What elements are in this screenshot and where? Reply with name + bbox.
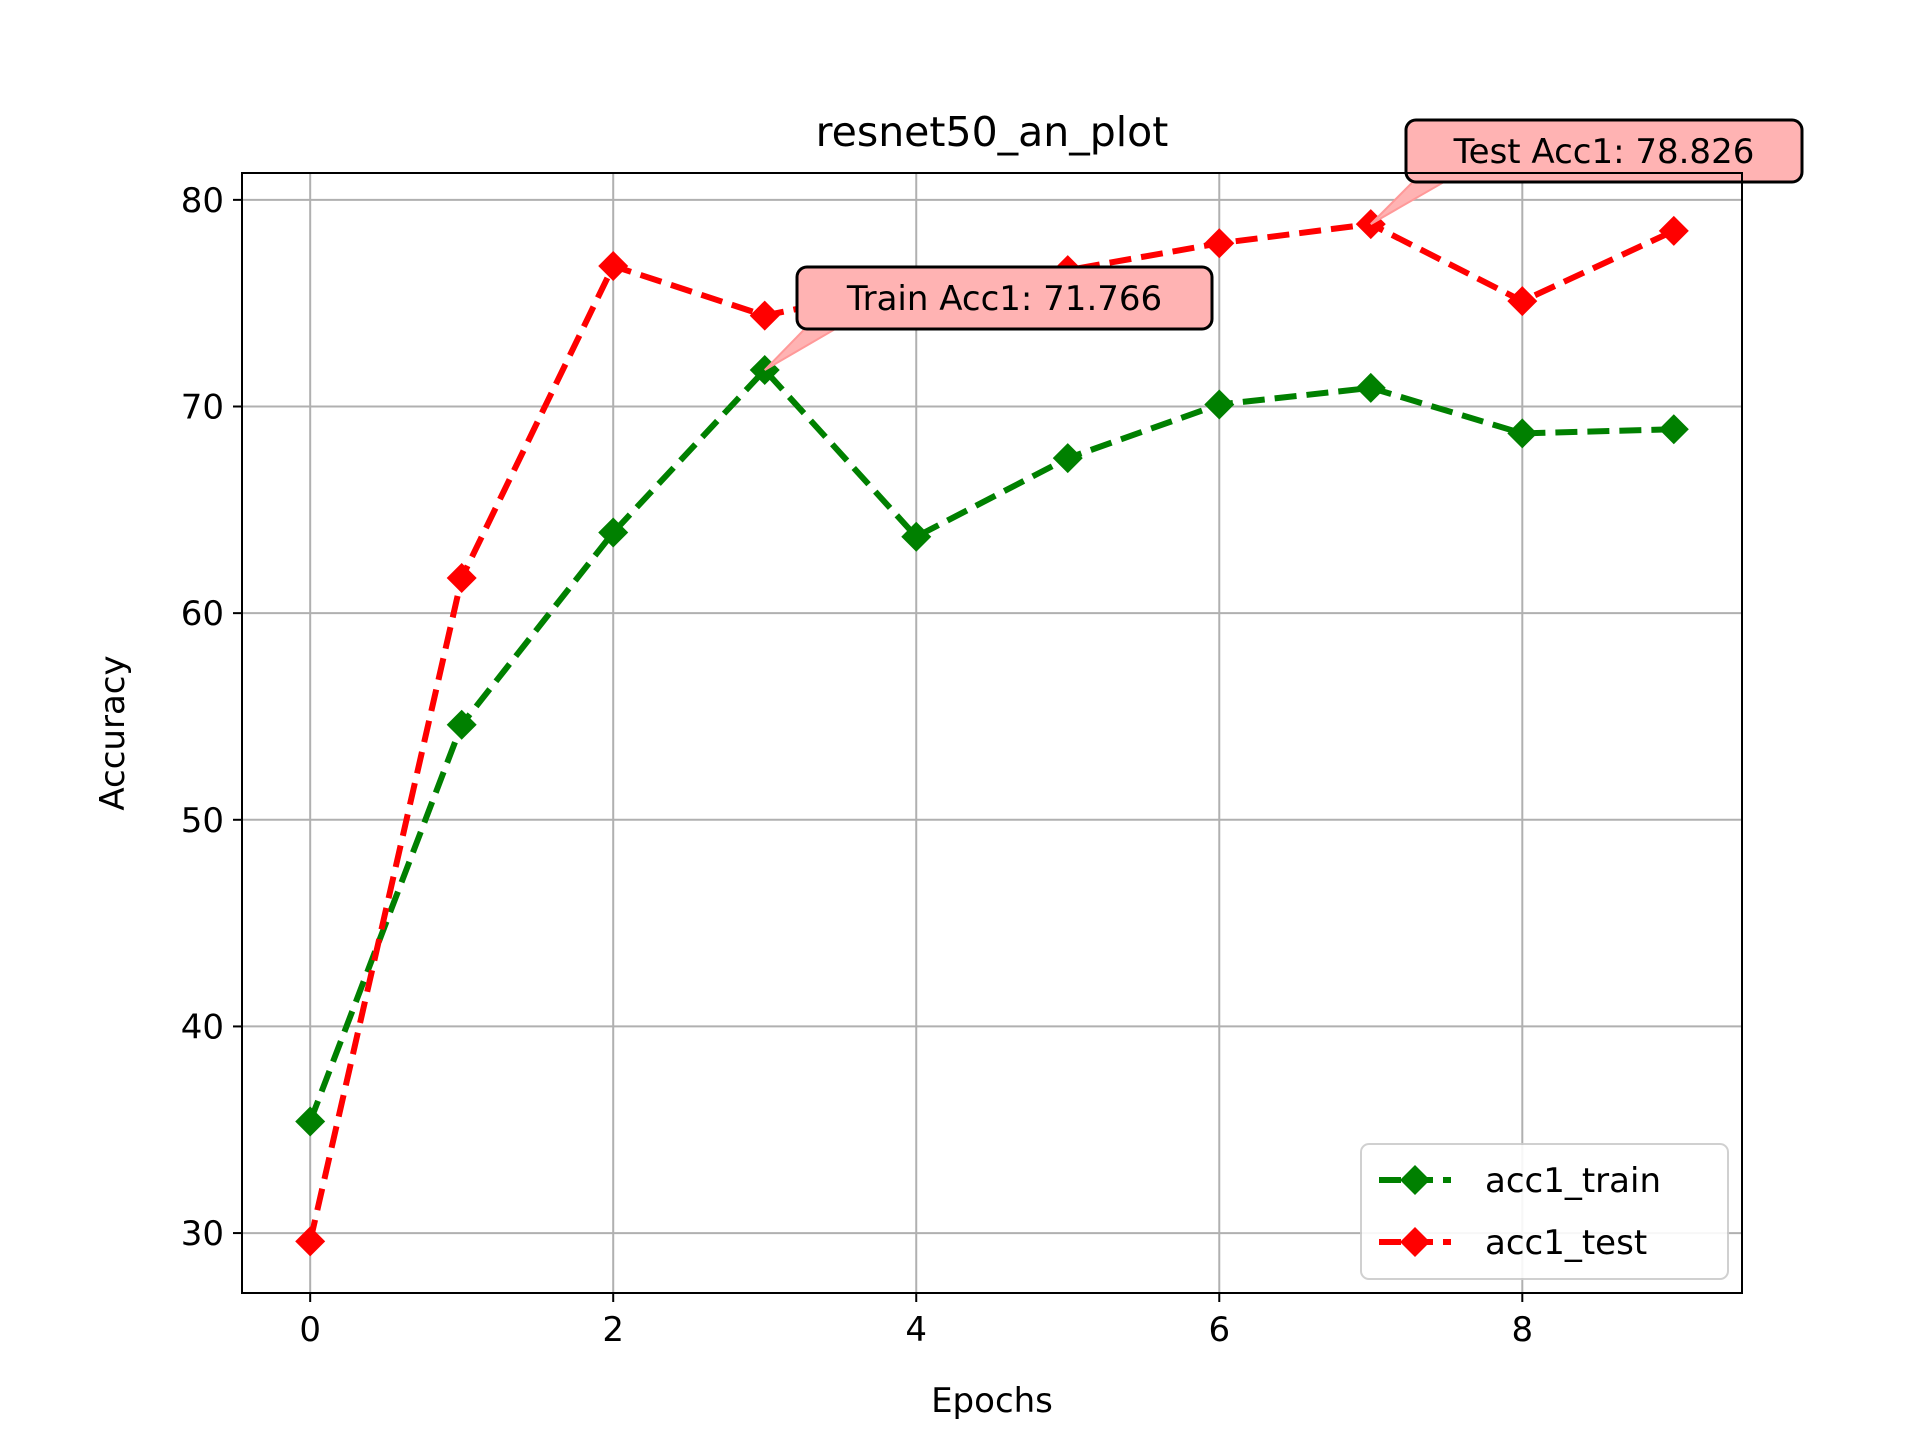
data-point-acc1_train xyxy=(1204,389,1235,420)
x-axis-title: Epochs xyxy=(931,1381,1053,1421)
data-point-acc1_train xyxy=(1658,414,1689,445)
x-tick-label: 0 xyxy=(299,1310,321,1350)
plot-area-frame xyxy=(241,172,1743,1294)
legend-label: acc1_test xyxy=(1485,1223,1647,1263)
legend-item-acc1_train: acc1_train xyxy=(1379,1161,1661,1201)
legend-marker xyxy=(1400,1165,1430,1195)
data-point-acc1_train xyxy=(295,1106,326,1137)
y-axis-title: Accuracy xyxy=(93,655,133,810)
x-tick-label: 2 xyxy=(602,1310,624,1350)
legend-marker xyxy=(1400,1227,1430,1257)
chart-title: resnet50_an_plot xyxy=(816,108,1169,156)
data-point-acc1_test xyxy=(1507,286,1538,317)
data-point-acc1_train xyxy=(901,521,932,552)
x-tick-label: 4 xyxy=(905,1310,927,1350)
axis-ticks: 0 2 4 6 8 30 40 50 60 70 80 xyxy=(181,181,1533,1350)
annotation-label: Train Acc1: 71.766 xyxy=(846,279,1162,319)
data-point-acc1_test xyxy=(446,563,477,594)
series-line-acc1_train xyxy=(307,367,1674,1123)
data-point-acc1_train xyxy=(1355,372,1386,403)
grid-lines xyxy=(242,173,1742,1293)
legend-item-acc1_test: acc1_test xyxy=(1379,1223,1647,1263)
annotation-acc1_test: Test Acc1: 78.826 xyxy=(1370,118,1804,225)
legend: acc1_train acc1_test xyxy=(1360,1143,1729,1280)
data-point-acc1_test xyxy=(598,250,629,281)
legend-label: acc1_train xyxy=(1485,1161,1661,1201)
annotation-label: Test Acc1: 78.826 xyxy=(1453,132,1755,172)
data-point-acc1_train xyxy=(1052,443,1083,474)
annotation-box xyxy=(795,265,1214,331)
annotation-box xyxy=(1404,118,1804,184)
data-point-acc1_test xyxy=(1204,228,1235,259)
x-tick-label: 8 xyxy=(1511,1310,1533,1350)
annotation-acc1_train: Train Acc1: 71.766 xyxy=(764,265,1214,371)
y-tick-label: 70 xyxy=(181,388,224,428)
series-acc1_train xyxy=(295,355,1689,1137)
data-point-acc1_test xyxy=(1658,215,1689,246)
y-tick-label: 50 xyxy=(181,801,224,841)
x-tick-label: 6 xyxy=(1208,1310,1230,1350)
annotation-layer: Train Acc1: 71.766 Test Acc1: 78.826 xyxy=(764,118,1804,371)
legend-box xyxy=(1360,1143,1729,1280)
y-tick-label: 40 xyxy=(181,1007,224,1047)
data-point-acc1_test xyxy=(749,300,780,331)
y-tick-label: 80 xyxy=(181,181,224,221)
y-tick-label: 30 xyxy=(181,1214,224,1254)
data-point-acc1_train xyxy=(1507,418,1538,449)
data-point-acc1_train xyxy=(446,709,477,740)
y-tick-label: 60 xyxy=(181,594,224,634)
data-point-acc1_test xyxy=(295,1226,326,1257)
data-point-acc1_train xyxy=(598,517,629,548)
